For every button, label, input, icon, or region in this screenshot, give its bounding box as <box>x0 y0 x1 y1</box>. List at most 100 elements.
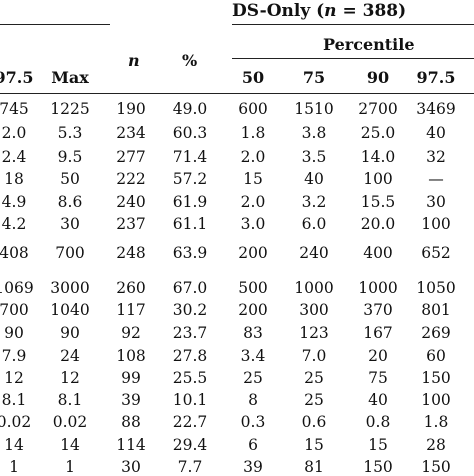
cell-left-975: 14 <box>4 436 24 454</box>
cell-max: 24 <box>60 347 80 365</box>
cell-p75: 300 <box>299 301 329 319</box>
cell-p975: 60 <box>426 347 446 365</box>
cell-max: 1225 <box>50 100 90 118</box>
cell-p50: 1.8 <box>240 124 266 142</box>
cell-p75: 0.6 <box>301 413 327 431</box>
cell-p50: 3.4 <box>240 347 266 365</box>
cell-max: 700 <box>55 244 85 262</box>
cell-p90: 75 <box>368 369 388 387</box>
cell-pct: 71.4 <box>172 148 208 166</box>
col-header-p75: 75 <box>302 68 326 87</box>
cell-p975: 40 <box>426 124 446 142</box>
header-rule-group <box>232 24 474 25</box>
group-header-label: DS-Only <box>232 1 311 21</box>
cell-p975: 1050 <box>416 279 456 297</box>
cell-p90: 20.0 <box>360 215 396 233</box>
cell-n: 88 <box>121 413 141 431</box>
cell-p975: 150 <box>421 458 451 476</box>
cell-p975: 1.8 <box>423 413 449 431</box>
cell-p975: 269 <box>421 324 451 342</box>
cell-n: 234 <box>116 124 146 142</box>
cell-p50: 6 <box>248 436 258 454</box>
cell-left-975: 4.2 <box>1 215 27 233</box>
cell-p50: 15 <box>243 170 263 188</box>
cell-p50: 500 <box>238 279 268 297</box>
cell-n: 248 <box>116 244 146 262</box>
cell-left-975: 2.0 <box>1 124 27 142</box>
cell-p75: 3.2 <box>301 193 327 211</box>
header-rule-bottom <box>0 93 474 94</box>
cell-p50: 39 <box>243 458 263 476</box>
cell-max: 3000 <box>50 279 90 297</box>
group-header-n-value: = 388) <box>336 1 407 21</box>
cell-p90: 370 <box>363 301 393 319</box>
col-header-p50: 50 <box>241 68 265 87</box>
cell-p90: 15.5 <box>360 193 396 211</box>
cell-n: 260 <box>116 279 146 297</box>
cell-left-975: 7.9 <box>1 347 27 365</box>
cell-max: 8.1 <box>57 391 83 409</box>
cell-p975: 652 <box>421 244 451 262</box>
col-header-left-975: 97.5 <box>0 68 34 87</box>
cell-p90: 0.8 <box>365 413 391 431</box>
cell-n: 99 <box>121 369 141 387</box>
cell-max: 30 <box>60 215 80 233</box>
cell-p90: 2700 <box>358 100 398 118</box>
cell-left-975: 700 <box>0 301 29 319</box>
cell-pct: 60.3 <box>172 124 208 142</box>
cell-p75: 40 <box>304 170 324 188</box>
cell-p975: 150 <box>421 369 451 387</box>
cell-p90: 100 <box>363 170 393 188</box>
cell-p50: 3.0 <box>240 215 266 233</box>
cell-left-975: 8.1 <box>1 391 27 409</box>
cell-pct: 10.1 <box>172 391 208 409</box>
cell-p75: 123 <box>299 324 329 342</box>
cell-pct: 67.0 <box>172 279 208 297</box>
cell-p50: 25 <box>243 369 263 387</box>
cell-p90: 40 <box>368 391 388 409</box>
group-header-n-symbol: n <box>324 1 337 21</box>
cell-pct: 49.0 <box>172 100 208 118</box>
cell-n: 114 <box>116 436 146 454</box>
cell-max: 5.3 <box>57 124 83 142</box>
col-header-p975: 97.5 <box>416 68 456 87</box>
cell-p975: 100 <box>421 391 451 409</box>
cell-pct: 27.8 <box>172 347 208 365</box>
cell-left-975: 408 <box>0 244 29 262</box>
cell-pct: 61.9 <box>172 193 208 211</box>
cell-p90: 20 <box>368 347 388 365</box>
cell-n: 240 <box>116 193 146 211</box>
cell-pct: 7.7 <box>177 458 203 476</box>
percentile-label: Percentile <box>323 35 415 54</box>
cell-p75: 240 <box>299 244 329 262</box>
cell-p90: 400 <box>363 244 393 262</box>
cell-p75: 25 <box>304 391 324 409</box>
cell-left-975: 2.4 <box>1 148 27 166</box>
percentile-rule <box>232 58 474 59</box>
cell-n: 39 <box>121 391 141 409</box>
cell-pct: 22.7 <box>172 413 208 431</box>
cell-p75: 6.0 <box>301 215 327 233</box>
header-rule-top-left <box>0 24 110 25</box>
cell-n: 92 <box>121 324 141 342</box>
cell-left-975: 90 <box>4 324 24 342</box>
cell-p50: 2.0 <box>240 148 266 166</box>
cell-left-975: 745 <box>0 100 29 118</box>
cell-pct: 23.7 <box>172 324 208 342</box>
cell-p90: 25.0 <box>360 124 396 142</box>
cell-left-975: 12 <box>4 369 24 387</box>
cell-max: 8.6 <box>57 193 83 211</box>
cell-p90: 14.0 <box>360 148 396 166</box>
cell-pct: 61.1 <box>172 215 208 233</box>
cell-left-975: 0.02 <box>0 413 32 431</box>
cell-p75: 7.0 <box>301 347 327 365</box>
cell-max: 0.02 <box>52 413 88 431</box>
cell-n: 222 <box>116 170 146 188</box>
cell-p975: 801 <box>421 301 451 319</box>
cell-max: 90 <box>60 324 80 342</box>
col-header-n: n <box>128 51 140 70</box>
cell-max: 14 <box>60 436 80 454</box>
cell-n: 108 <box>116 347 146 365</box>
cell-pct: 63.9 <box>172 244 208 262</box>
cell-left-975: 4.9 <box>1 193 27 211</box>
